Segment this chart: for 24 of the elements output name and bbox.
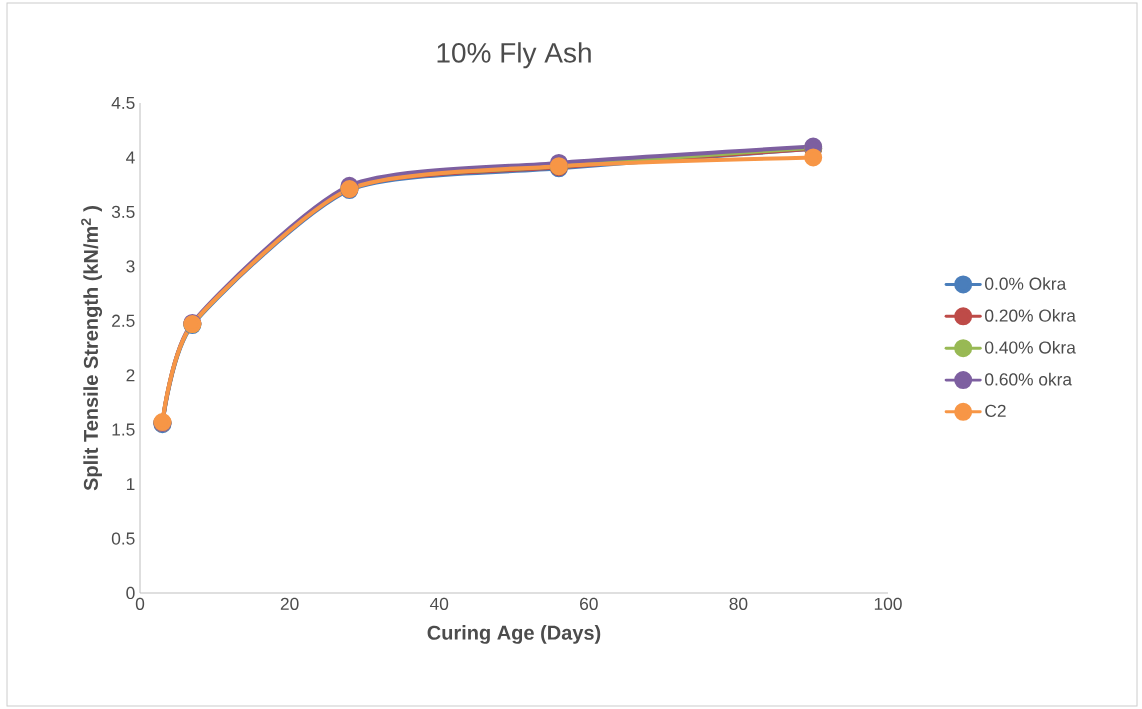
y-tick-label: 0.5	[111, 532, 135, 545]
y-tick-label: 0	[126, 586, 135, 600]
x-tick-label: 80	[729, 597, 748, 610]
x-tick-label: 60	[580, 597, 598, 610]
legend-label: 0.60% okra	[985, 372, 1073, 386]
legend-label: 0.20% Okra	[985, 309, 1076, 322]
x-tick-label: 100	[874, 597, 902, 610]
y-tick-label: 2.5	[112, 314, 135, 327]
y-tick-label: 3	[126, 260, 135, 273]
y-tick-label: 4	[126, 151, 135, 164]
y-tick-label: 3.5	[111, 205, 135, 219]
legend-label: C2	[985, 404, 1006, 417]
chart-title: 10% Fly Ash	[437, 42, 591, 69]
legend-label: 0.0% Okra	[985, 277, 1067, 290]
x-tick-label: 40	[429, 597, 449, 610]
y-axis-title: Split Tensile Strength (kN/m$^{2}$ )	[81, 206, 103, 491]
x-tick-label: 20	[280, 597, 299, 610]
x-tick-label: 0	[135, 597, 145, 610]
y-tick-label: 1.5	[112, 423, 135, 436]
y-tick-label: 2	[126, 369, 135, 382]
legend-label: 0.40% Okra	[985, 340, 1076, 354]
y-tick-label: 4.5	[111, 96, 135, 110]
x-axis-title: Curing Age (Days)	[427, 625, 601, 644]
y-tick-label: 1	[126, 478, 135, 491]
